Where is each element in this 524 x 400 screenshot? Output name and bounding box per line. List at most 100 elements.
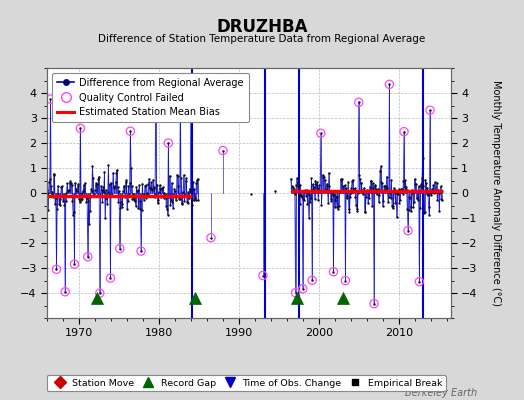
Point [291,290,300,296]
Point [43,187,51,193]
Point [334,206,342,212]
Point [92,182,100,188]
Point [87,186,95,192]
Point [364,200,372,206]
Point [137,248,145,254]
Point [186,188,194,195]
Point [52,266,61,272]
Point [65,186,73,193]
Point [84,254,92,260]
Point [287,175,295,182]
Point [112,178,120,185]
Point [420,210,428,216]
Point [80,182,88,188]
Point [355,172,364,178]
Point [179,188,187,195]
Point [179,172,188,178]
Text: Berkeley Earth: Berkeley Earth [405,388,477,398]
Point [402,184,410,190]
Point [413,194,421,201]
Point [170,186,179,192]
Point [157,194,165,200]
Point [168,198,177,205]
Point [188,201,196,208]
Point [373,191,381,198]
Point [70,261,79,267]
Point [169,192,178,198]
Point [119,183,128,190]
Point [316,130,325,136]
Point [430,190,438,196]
Point [300,197,308,204]
Point [331,204,339,210]
Point [141,182,150,188]
Point [359,188,368,194]
Point [149,177,157,183]
Point [402,186,411,193]
Point [312,181,320,188]
Point [181,192,189,198]
Point [319,174,328,180]
Point [350,186,358,192]
Point [168,180,176,186]
Point [321,176,329,183]
Point [182,175,191,181]
Point [333,203,341,210]
Point [289,184,297,190]
Point [301,187,310,194]
Point [299,286,307,292]
Point [292,181,300,188]
Point [109,170,117,176]
Point [316,130,325,136]
Point [115,188,123,194]
Point [94,192,102,198]
Point [336,189,344,196]
Point [429,182,438,188]
Point [299,286,307,292]
Point [66,178,74,184]
Point [125,190,133,197]
Point [105,181,114,187]
Y-axis label: Monthly Temperature Anomaly Difference (°C): Monthly Temperature Anomaly Difference (… [492,80,501,306]
Point [137,207,146,213]
Point [297,193,305,200]
Point [309,181,317,188]
Point [357,180,366,186]
Point [166,202,174,208]
Point [129,191,137,197]
Point [365,194,374,201]
Point [370,300,378,307]
Point [353,206,361,212]
Point [372,186,380,192]
Point [180,198,189,204]
Point [126,180,134,186]
Point [152,191,160,198]
Point [154,200,162,206]
Point [135,182,143,189]
Point [313,178,322,185]
Point [324,170,333,176]
Point [408,187,416,193]
Point [143,190,151,197]
Point [139,193,147,199]
Point [108,193,117,199]
Point [63,180,71,187]
Point [181,178,190,184]
Point [194,197,202,204]
Point [83,195,91,202]
Point [90,192,98,199]
Point [114,199,123,205]
Point [395,200,403,206]
Point [345,206,353,212]
Point [140,190,149,197]
Point [105,192,113,198]
Point [123,206,131,212]
Point [354,190,362,197]
Point [61,288,69,295]
Point [404,227,412,234]
Point [131,198,139,204]
Point [55,201,63,207]
Point [348,176,357,183]
Point [147,179,155,186]
Point [417,182,425,189]
